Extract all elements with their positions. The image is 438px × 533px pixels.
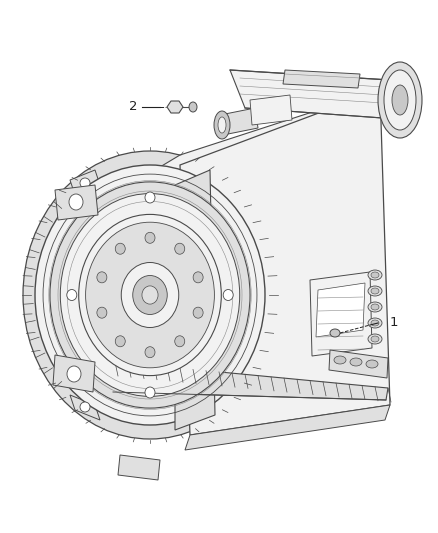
Ellipse shape <box>145 346 155 358</box>
Ellipse shape <box>334 356 346 364</box>
Ellipse shape <box>193 272 203 283</box>
Ellipse shape <box>368 318 382 328</box>
Ellipse shape <box>368 286 382 296</box>
Ellipse shape <box>23 151 277 439</box>
Polygon shape <box>316 283 365 337</box>
Ellipse shape <box>371 288 379 294</box>
Ellipse shape <box>378 62 422 138</box>
Polygon shape <box>283 70 360 88</box>
Polygon shape <box>185 405 390 450</box>
Ellipse shape <box>371 304 379 310</box>
Ellipse shape <box>368 270 382 280</box>
Polygon shape <box>175 170 215 430</box>
Ellipse shape <box>223 289 233 301</box>
Ellipse shape <box>121 262 179 327</box>
Ellipse shape <box>133 276 167 314</box>
Ellipse shape <box>115 336 125 347</box>
Polygon shape <box>250 95 292 125</box>
Ellipse shape <box>214 111 230 139</box>
Ellipse shape <box>35 165 265 425</box>
Ellipse shape <box>392 85 408 115</box>
Text: 1: 1 <box>390 317 399 329</box>
Polygon shape <box>230 70 410 120</box>
Ellipse shape <box>67 289 77 301</box>
Polygon shape <box>55 185 98 220</box>
Polygon shape <box>167 101 183 113</box>
Ellipse shape <box>79 214 221 376</box>
Ellipse shape <box>60 193 240 397</box>
Ellipse shape <box>145 192 155 203</box>
Ellipse shape <box>145 387 155 398</box>
Ellipse shape <box>218 117 226 133</box>
Ellipse shape <box>371 336 379 342</box>
Ellipse shape <box>368 334 382 344</box>
Ellipse shape <box>371 320 379 326</box>
Polygon shape <box>220 108 258 135</box>
Ellipse shape <box>69 194 83 210</box>
Ellipse shape <box>384 70 416 130</box>
Ellipse shape <box>175 336 185 347</box>
Ellipse shape <box>350 358 362 366</box>
Polygon shape <box>310 272 372 356</box>
Ellipse shape <box>97 307 107 318</box>
Ellipse shape <box>193 307 203 318</box>
Polygon shape <box>118 455 160 480</box>
Ellipse shape <box>80 178 90 188</box>
Ellipse shape <box>145 232 155 243</box>
Ellipse shape <box>85 222 214 368</box>
Ellipse shape <box>368 302 382 312</box>
Ellipse shape <box>80 402 90 412</box>
Polygon shape <box>329 350 388 378</box>
Ellipse shape <box>189 102 197 112</box>
Polygon shape <box>53 355 95 392</box>
Polygon shape <box>70 395 100 420</box>
Polygon shape <box>155 90 395 180</box>
Ellipse shape <box>175 243 185 254</box>
Polygon shape <box>113 362 388 400</box>
Ellipse shape <box>67 366 81 382</box>
Polygon shape <box>180 90 390 435</box>
Polygon shape <box>70 170 100 195</box>
Ellipse shape <box>371 272 379 278</box>
Ellipse shape <box>50 182 250 408</box>
Text: 2: 2 <box>129 101 137 114</box>
Ellipse shape <box>142 286 158 304</box>
Ellipse shape <box>115 243 125 254</box>
Ellipse shape <box>366 360 378 368</box>
Ellipse shape <box>330 329 340 337</box>
Ellipse shape <box>97 272 107 283</box>
